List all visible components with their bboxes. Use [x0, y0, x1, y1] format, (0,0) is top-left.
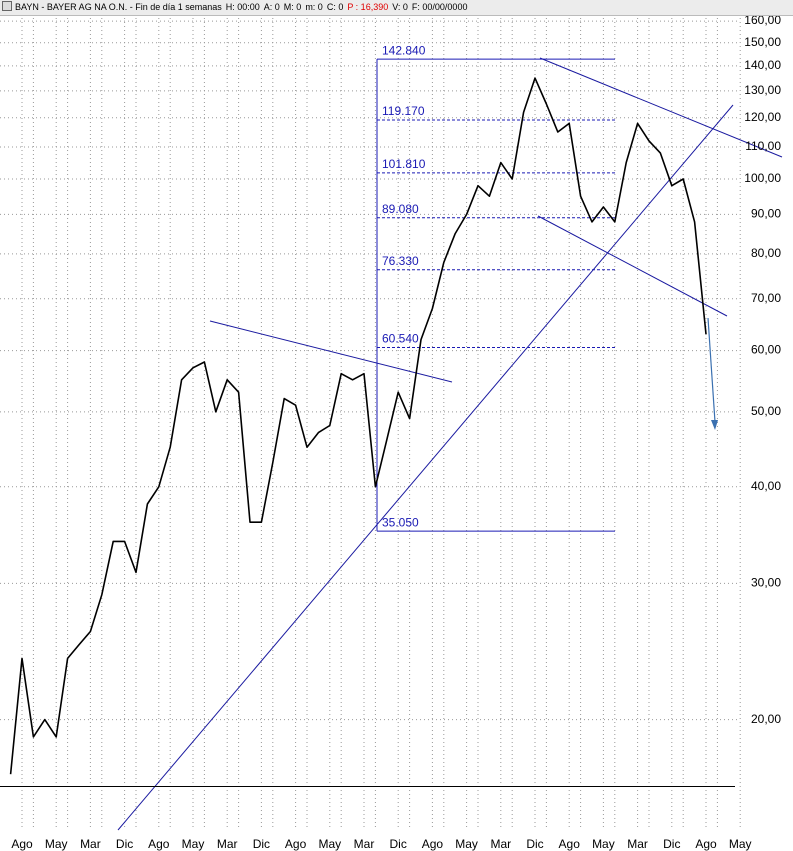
grid — [0, 14, 741, 830]
price-line-series — [9, 77, 707, 775]
x-tick-label: Ago — [559, 837, 581, 851]
x-tick-label: Mar — [217, 837, 238, 851]
x-tick-label: May — [729, 837, 752, 851]
header-field: H: 00:00 — [225, 2, 260, 12]
x-tick-label: Ago — [285, 837, 307, 851]
header-field: A: 0 — [263, 2, 280, 12]
icon — [2, 1, 12, 11]
y-tick-label: 40,00 — [751, 479, 781, 493]
x-tick-label: May — [455, 837, 478, 851]
x-tick-label: Ago — [695, 837, 717, 851]
y-tick-label: 60,00 — [751, 343, 781, 357]
x-tick-label: Dic — [390, 837, 407, 851]
x-tick-label: Mar — [80, 837, 101, 851]
y-tick-label: 20,00 — [751, 712, 781, 726]
trend-lines — [117, 57, 783, 831]
x-tick-label: Ago — [11, 837, 33, 851]
plot: 20,00 30,00 40,00 50,00 60,00 70,00 80,00 90,00… — [0, 13, 781, 851]
x-tick-label: May — [318, 837, 341, 851]
y-tick-label: 80,00 — [751, 246, 781, 260]
x-tick-label: Dic — [526, 837, 543, 851]
y-tick-label: 160,00 — [744, 13, 781, 27]
y-tick-label: 90,00 — [751, 207, 781, 221]
x-tick-label: May — [182, 837, 205, 851]
trend-line — [539, 57, 783, 158]
arrow-shaft — [707, 317, 716, 423]
y-tick-label: 130,00 — [744, 83, 781, 97]
header-field: m: 0 — [305, 2, 323, 12]
header-bar: BAYN - BAYER AG NA O.N. - Fin de día 1 s… — [0, 0, 793, 16]
header-field: M: 0 — [283, 2, 302, 12]
fib-label: 60.540 — [382, 332, 419, 346]
x-tick-label: Mar — [354, 837, 375, 851]
header-field: P : 16,390 — [347, 2, 389, 12]
header-field: F: 00/00/0000 — [411, 2, 468, 12]
y-tick-label: 50,00 — [751, 404, 781, 418]
y-tick-label: 140,00 — [744, 58, 781, 72]
x-tick-label: Dic — [253, 837, 270, 851]
header-field: V: 0 — [392, 2, 408, 12]
x-tick-label: May — [592, 837, 615, 851]
y-tick-label: 120,00 — [744, 110, 781, 124]
x-tick-label: Ago — [148, 837, 170, 851]
fib-label: 142.840 — [382, 43, 426, 57]
trend-line — [209, 320, 453, 383]
x-tick-label: Mar — [627, 837, 648, 851]
y-tick-label: 110,00 — [745, 139, 781, 153]
trend-line — [537, 215, 728, 317]
x-tick-label: May — [45, 837, 68, 851]
trend-line — [117, 104, 734, 831]
y-tick-label: 150,00 — [744, 35, 781, 49]
fib-label: 35.050 — [382, 515, 419, 529]
y-tick-label: 100,00 — [744, 171, 781, 185]
x-tick-label: Dic — [116, 837, 133, 851]
fib-label: 89.080 — [382, 202, 419, 216]
fib-label: 101.810 — [382, 157, 426, 171]
header-field: BAYN - BAYER AG NA O.N. - Fin de día 1 s… — [15, 2, 222, 12]
projection-arrow — [707, 317, 718, 430]
x-tick-label: Ago — [422, 837, 444, 851]
x-tick-label: Mar — [490, 837, 511, 851]
y-tick-label: 30,00 — [751, 576, 781, 590]
x-tick-label: Dic — [663, 837, 680, 851]
fib-label: 119.170 — [382, 104, 425, 118]
header-field: C: 0 — [326, 2, 344, 12]
y-tick-label: 70,00 — [751, 291, 781, 305]
arrow-head — [711, 420, 718, 430]
fib-label: 76.330 — [382, 254, 419, 268]
